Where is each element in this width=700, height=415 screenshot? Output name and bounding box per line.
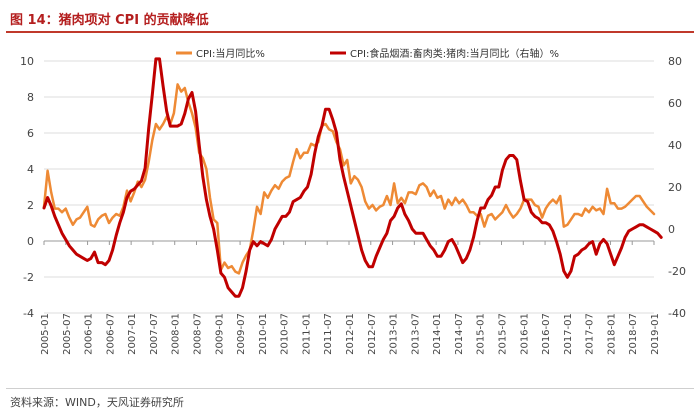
- legend: CPI:当月同比% CPI:食品烟酒:畜肉类:猪肉:当月同比（右轴）%: [176, 47, 559, 60]
- x-tick-label: 2014-07: [454, 313, 465, 355]
- x-tick-label: 2016-01: [519, 313, 530, 355]
- right-tick-label: 40: [668, 139, 682, 152]
- right-tick-label: -40: [668, 307, 686, 320]
- x-tick-label: 2005-07: [62, 313, 73, 355]
- x-tick-label: 2018-01: [606, 313, 617, 355]
- right-y-axis: -40 -20 0 20 40 60 80: [668, 55, 686, 320]
- x-axis: 2005-01 2005-07 2006-01 2006-07 2007-01 2007-…: [40, 240, 661, 355]
- left-tick-label: 0: [27, 235, 34, 248]
- left-tick-label: 10: [20, 55, 34, 68]
- x-tick-label: 2005-01: [40, 313, 51, 355]
- right-tick-label: -20: [668, 265, 686, 278]
- left-tick-label: 4: [27, 163, 34, 176]
- x-tick-label: 2018-07: [628, 313, 639, 355]
- x-tick-label: 2009-01: [214, 313, 225, 355]
- x-tick-label: 2011-01: [301, 313, 312, 355]
- title-underline: [6, 31, 694, 33]
- x-tick-label: 2015-01: [476, 313, 487, 355]
- x-tick-label: 2008-07: [193, 313, 204, 355]
- x-tick-label: 2013-07: [410, 313, 421, 355]
- series-line-cpi: [42, 83, 656, 275]
- right-tick-label: 80: [668, 55, 682, 68]
- x-tick-label: 2012-01: [345, 313, 356, 355]
- left-tick-label: 8: [27, 91, 34, 104]
- x-tick-label: 2007-01: [127, 313, 138, 355]
- series-lines: [42, 57, 663, 298]
- x-tick-label: 2009-07: [236, 313, 247, 355]
- x-tick-label: 2012-07: [367, 313, 378, 355]
- figure-header: 图 14：猪肉项对 CPI 的贡献降低: [6, 4, 694, 33]
- x-tick-label: 2008-01: [171, 313, 182, 355]
- left-tick-label: 2: [27, 199, 34, 212]
- right-tick-label: 0: [668, 223, 675, 236]
- x-tick-label: 2014-01: [432, 313, 443, 355]
- chart-title: 图 14：猪肉项对 CPI 的贡献降低: [10, 13, 209, 28]
- source-note: 资料来源：WIND，天风证券研究所: [10, 396, 184, 409]
- left-tick-label: -4: [23, 307, 34, 320]
- x-tick-label: 2011-07: [323, 313, 334, 355]
- x-tick-label: 2016-07: [541, 313, 552, 355]
- right-tick-label: 60: [668, 97, 682, 110]
- legend-label-pork: CPI:食品烟酒:畜肉类:猪肉:当月同比（右轴）%: [350, 47, 559, 60]
- left-tick-label: -2: [23, 271, 34, 284]
- legend-label-cpi: CPI:当月同比%: [196, 47, 265, 60]
- x-tick-label: 2006-07: [105, 313, 116, 355]
- x-tick-label: 2013-01: [389, 313, 400, 355]
- left-tick-label: 6: [27, 127, 34, 140]
- right-tick-label: 20: [668, 181, 682, 194]
- x-tick-label: 2007-07: [149, 313, 160, 355]
- x-tick-label: 2010-07: [280, 313, 291, 355]
- figure-footer: 资料来源：WIND，天风证券研究所: [6, 388, 694, 414]
- left-y-axis: -4 -2 0 2 4 6 8 10: [20, 55, 34, 320]
- x-tick-label: 2017-01: [563, 313, 574, 355]
- x-tick-label: 2015-07: [498, 313, 509, 355]
- x-tick-label: 2010-01: [258, 313, 269, 355]
- x-tick-label: 2006-01: [84, 313, 95, 355]
- series-line-pork: [42, 57, 663, 298]
- footer-rule: [6, 388, 694, 389]
- x-tick-label: 2017-07: [585, 313, 596, 355]
- x-tick-label: 2019-01: [650, 313, 661, 355]
